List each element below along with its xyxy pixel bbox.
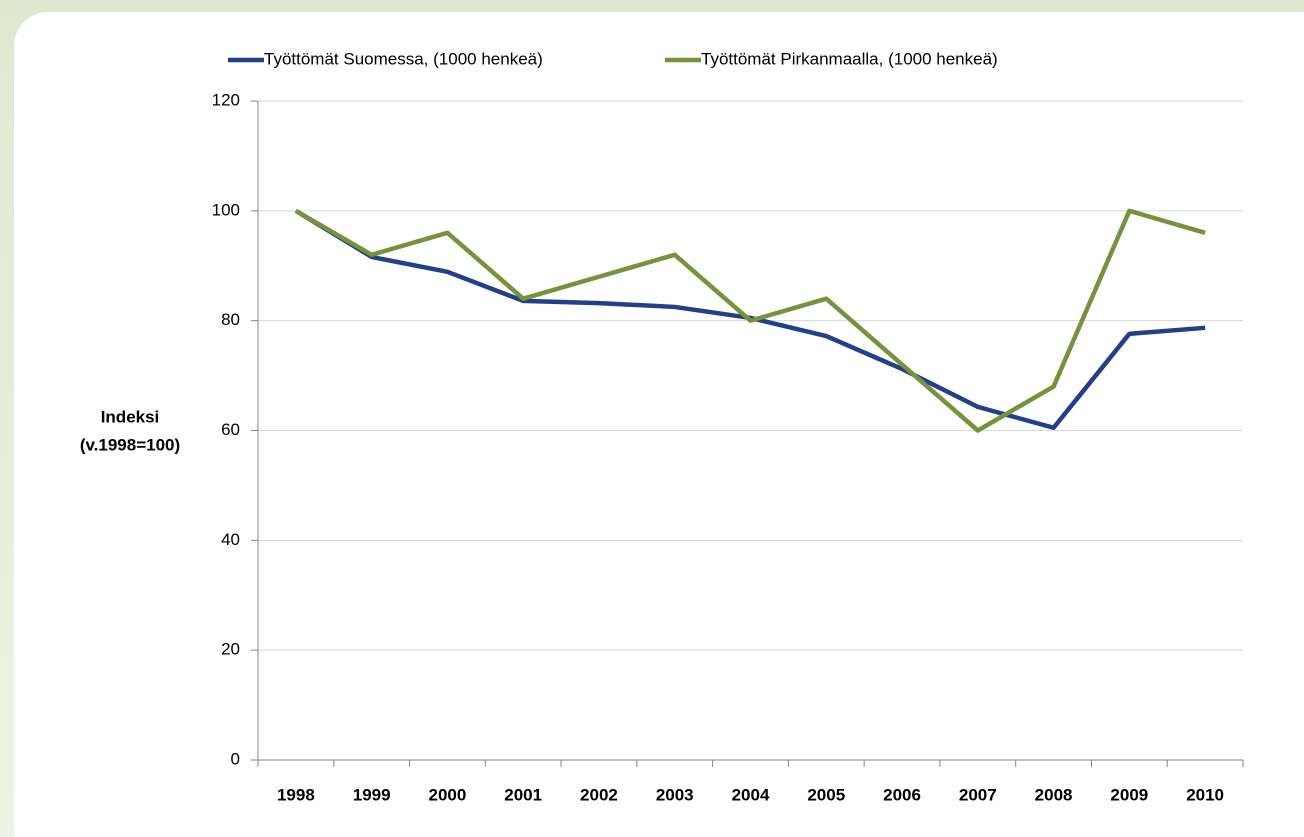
x-tick-label: 2007 xyxy=(959,785,997,804)
y-tick-label: 100 xyxy=(212,200,240,219)
legend-label: Työttömät Pirkanmaalla, (1000 henkeä) xyxy=(701,49,998,68)
y-tick-label: 40 xyxy=(221,530,240,549)
panel xyxy=(14,12,1304,837)
x-tick-label: 2004 xyxy=(732,785,770,804)
y-tick-label: 20 xyxy=(221,640,240,659)
y-tick-label: 80 xyxy=(221,310,240,329)
x-tick-label: 1999 xyxy=(353,785,391,804)
x-tick-label: 2009 xyxy=(1110,785,1148,804)
y-axis-label: (v.1998=100) xyxy=(80,435,180,454)
x-tick-label: 2001 xyxy=(504,785,542,804)
y-axis-label: Indeksi xyxy=(101,407,160,426)
series-line xyxy=(294,208,1206,433)
x-tick-label: 2003 xyxy=(656,785,694,804)
x-tick-label: 1998 xyxy=(277,785,315,804)
legend-label: Työttömät Suomessa, (1000 henkeä) xyxy=(264,49,543,68)
y-tick-label: 60 xyxy=(221,420,240,439)
y-tick-label: 0 xyxy=(231,749,240,768)
x-tick-label: 2006 xyxy=(883,785,921,804)
x-tick-label: 2008 xyxy=(1035,785,1073,804)
y-tick-label: 120 xyxy=(212,90,240,109)
x-tick-label: 2005 xyxy=(807,785,845,804)
x-tick-label: 2010 xyxy=(1186,785,1224,804)
x-tick-label: 2000 xyxy=(429,785,467,804)
x-tick-label: 2002 xyxy=(580,785,618,804)
